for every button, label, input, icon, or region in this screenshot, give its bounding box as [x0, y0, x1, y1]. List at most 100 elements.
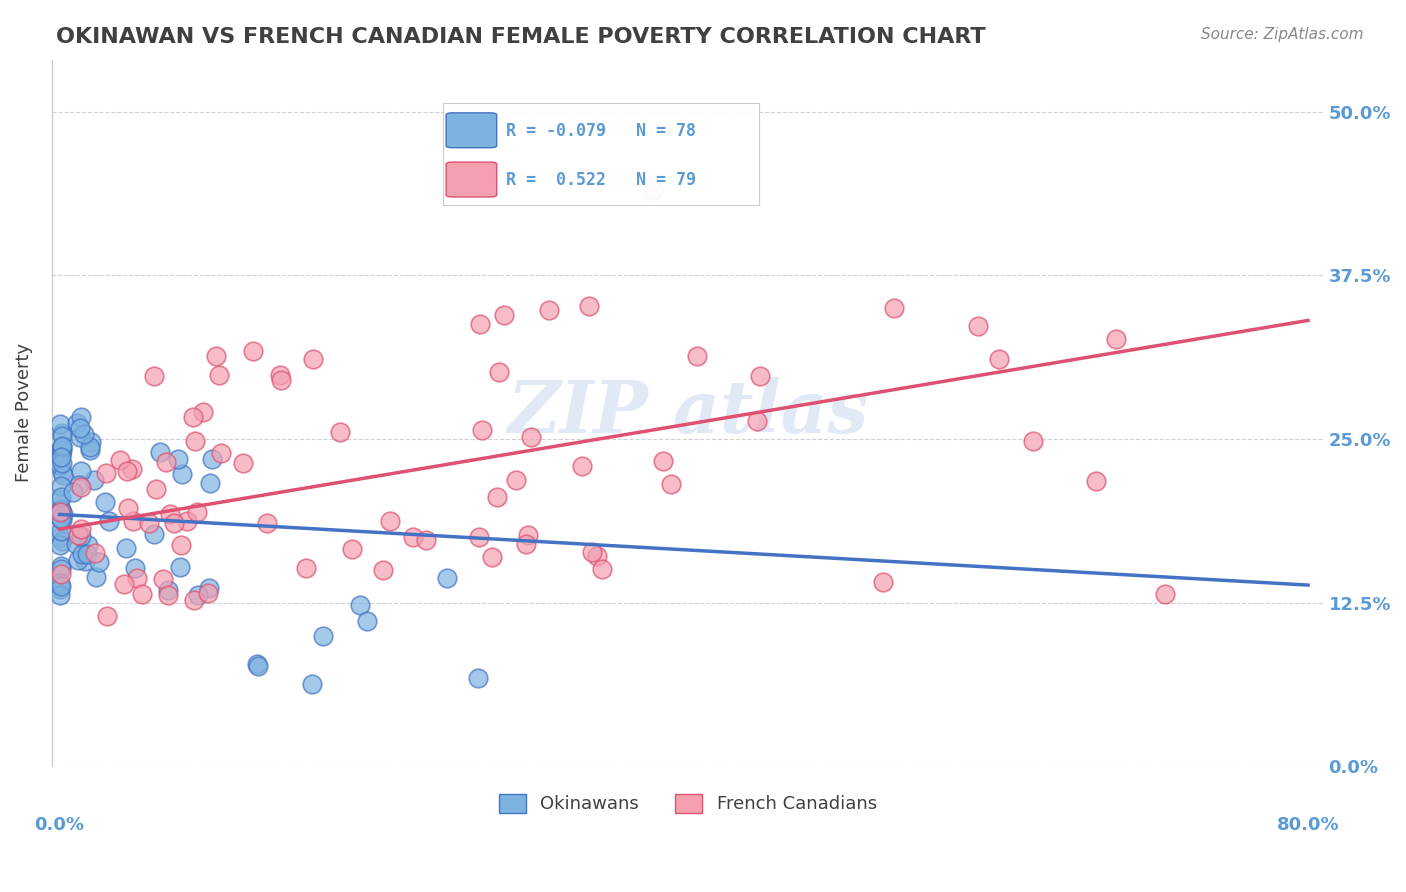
Point	[183, 592, 205, 607]
Point	[49, 501, 72, 516]
Point	[184, 434, 207, 448]
Point	[84, 570, 107, 584]
Point	[49, 505, 72, 519]
Point	[349, 598, 371, 612]
Point	[187, 588, 209, 602]
Point	[149, 445, 172, 459]
Point	[51, 524, 73, 538]
Point	[242, 344, 264, 359]
Point	[51, 426, 73, 441]
Point	[51, 479, 73, 493]
Point	[471, 423, 494, 437]
Point	[748, 369, 770, 384]
Point	[1085, 475, 1108, 489]
Point	[83, 473, 105, 487]
Point	[52, 507, 75, 521]
Point	[515, 537, 537, 551]
Text: ZIP atlas: ZIP atlas	[508, 377, 869, 449]
Point	[342, 541, 364, 556]
Point	[505, 473, 527, 487]
Point	[302, 351, 325, 366]
Point	[485, 490, 508, 504]
Point	[415, 533, 437, 547]
Point	[49, 442, 72, 457]
Point	[641, 183, 664, 197]
Point	[163, 516, 186, 530]
Point	[84, 545, 107, 559]
Point	[176, 514, 198, 528]
Point	[48, 458, 70, 472]
Point	[115, 464, 138, 478]
Point	[402, 530, 425, 544]
Point	[142, 527, 165, 541]
Point	[76, 538, 98, 552]
Point	[51, 513, 73, 527]
Point	[378, 514, 401, 528]
Point	[170, 467, 193, 481]
Text: R = -0.079   N = 78: R = -0.079 N = 78	[506, 122, 696, 140]
Point	[51, 428, 73, 442]
Point	[49, 493, 72, 508]
Point	[79, 442, 101, 457]
Point	[578, 299, 600, 313]
Point	[66, 416, 89, 430]
Point	[481, 549, 503, 564]
Point	[49, 576, 72, 591]
Point	[51, 562, 73, 576]
Point	[270, 373, 292, 387]
FancyBboxPatch shape	[446, 162, 496, 197]
Point	[67, 527, 90, 541]
Point	[49, 558, 72, 573]
Point	[122, 514, 145, 528]
Point	[62, 485, 84, 500]
Point	[49, 579, 72, 593]
Point	[256, 516, 278, 531]
Point	[208, 368, 231, 383]
Point	[143, 369, 166, 384]
Point	[51, 468, 73, 483]
Point	[492, 308, 515, 322]
Point	[659, 476, 682, 491]
Text: OKINAWAN VS FRENCH CANADIAN FEMALE POVERTY CORRELATION CHART: OKINAWAN VS FRENCH CANADIAN FEMALE POVER…	[56, 27, 986, 46]
Point	[108, 453, 131, 467]
Text: Source: ZipAtlas.com: Source: ZipAtlas.com	[1201, 27, 1364, 42]
Point	[232, 456, 254, 470]
Point	[170, 538, 193, 552]
Point	[436, 571, 458, 585]
Point	[312, 628, 335, 642]
Point	[467, 671, 489, 685]
Point	[49, 538, 72, 552]
Point	[51, 466, 73, 480]
Point	[49, 512, 72, 526]
Point	[117, 501, 139, 516]
Point	[69, 480, 91, 494]
Point	[468, 529, 491, 543]
Point	[159, 508, 181, 522]
Point	[70, 464, 93, 478]
Point	[205, 349, 228, 363]
Point	[138, 516, 160, 531]
Point	[181, 410, 204, 425]
Point	[96, 608, 118, 623]
Point	[301, 677, 323, 691]
Point	[209, 445, 232, 459]
Point	[80, 435, 103, 450]
Point	[328, 425, 350, 440]
Point	[87, 555, 110, 569]
Point	[200, 451, 222, 466]
Point	[169, 560, 191, 574]
Point	[488, 365, 510, 379]
Point	[247, 659, 270, 673]
Point	[581, 545, 603, 559]
Point	[200, 475, 222, 490]
Point	[79, 441, 101, 455]
Point	[75, 554, 97, 568]
Point	[51, 439, 73, 453]
Point	[131, 587, 153, 601]
Point	[156, 588, 179, 602]
Point	[245, 657, 267, 672]
Point	[517, 528, 540, 542]
Point	[94, 495, 117, 509]
Point	[51, 456, 73, 470]
Point	[198, 582, 221, 596]
